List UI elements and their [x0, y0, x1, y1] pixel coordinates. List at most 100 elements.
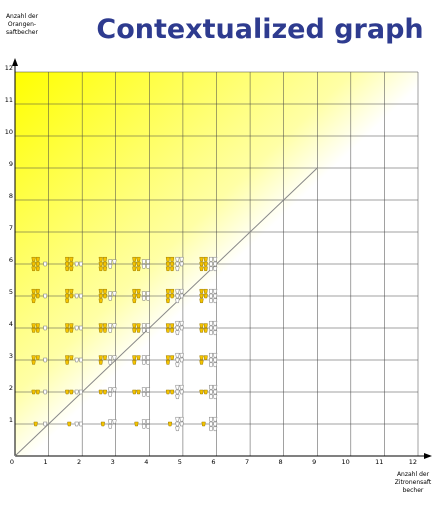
orange-cup	[170, 293, 175, 299]
lemon-cup	[175, 384, 180, 390]
y-tick-label: 7	[9, 224, 13, 232]
lemon-cup	[208, 256, 214, 262]
y-tick-label: 6	[9, 256, 13, 264]
lemon-cup	[108, 323, 113, 328]
lemon-cup	[108, 259, 113, 264]
lemon-cup	[175, 352, 180, 358]
orange-cup	[199, 256, 204, 262]
y-tick-label: 1	[9, 416, 13, 424]
lemon-cup	[141, 419, 146, 424]
point	[31, 323, 48, 333]
orange-cup	[165, 293, 171, 299]
lemon-cup	[145, 355, 151, 360]
lemon-cup	[213, 261, 218, 267]
x-tick-label: 2	[77, 458, 81, 466]
orange-cup	[165, 288, 171, 294]
lemon-cup	[141, 259, 146, 264]
orange-cup	[136, 293, 141, 299]
orange-cup	[165, 261, 171, 267]
orange-cup	[203, 293, 208, 299]
y-tick-label: 12	[5, 64, 13, 72]
lemon-cup	[74, 389, 79, 395]
orange-cup	[165, 355, 171, 360]
x-tick-label: 1	[43, 458, 47, 466]
point	[199, 256, 218, 272]
orange-cup	[102, 389, 108, 395]
orange-cup	[65, 266, 70, 272]
orange-cup	[98, 323, 103, 328]
lemon-cup	[175, 394, 180, 400]
lemon-cup	[208, 389, 214, 395]
lemon-cup	[179, 416, 184, 422]
lemon-cup	[213, 352, 218, 358]
orange-cup	[65, 355, 70, 360]
orange-cup	[132, 323, 137, 328]
orange-cup	[31, 328, 36, 333]
lemon-cup	[112, 419, 117, 424]
lemon-cup	[78, 389, 83, 395]
x-tick-label: 10	[342, 458, 350, 466]
orange-cup	[98, 298, 103, 304]
lemon-cup	[175, 330, 180, 336]
lemon-cup	[208, 293, 214, 299]
lemon-cup	[74, 421, 79, 427]
point	[98, 387, 117, 397]
y-tick-label: 5	[9, 288, 13, 296]
orange-cup	[136, 288, 141, 294]
orange-cup	[203, 261, 208, 267]
orange-cup	[170, 256, 175, 262]
lemon-cup	[74, 325, 79, 331]
orange-cup	[134, 421, 139, 427]
lemon-cup	[78, 421, 83, 427]
lemon-cup	[213, 266, 218, 272]
y-axis-label: saftbecher	[6, 29, 38, 36]
lemon-cup	[43, 261, 48, 267]
lemon-cup	[179, 320, 184, 326]
point	[199, 288, 218, 304]
orange-cup	[31, 293, 36, 299]
x-axis-arrow	[424, 453, 432, 459]
point	[134, 419, 151, 429]
orange-cup	[132, 293, 137, 299]
orange-cup	[33, 421, 38, 427]
orange-cup	[201, 421, 206, 427]
orange-cup	[35, 328, 40, 333]
orange-cup	[136, 266, 141, 272]
orange-cup	[132, 288, 137, 294]
lemon-cup	[145, 424, 151, 429]
lemon-cup	[208, 416, 214, 422]
lemon-cup	[213, 389, 218, 395]
orange-cup	[65, 323, 70, 328]
orange-cup	[136, 323, 141, 328]
point	[132, 288, 151, 304]
lemon-cup	[141, 392, 146, 397]
orange-cup	[132, 261, 137, 267]
lemon-cup	[208, 426, 214, 432]
point	[31, 256, 48, 272]
point	[65, 389, 83, 395]
point	[132, 256, 151, 272]
lemon-cup	[208, 384, 214, 390]
orange-cup	[132, 256, 137, 262]
lemon-cup	[213, 293, 218, 299]
orange-cup	[102, 323, 108, 328]
lemon-cup	[208, 320, 214, 326]
x-tick-label: 7	[245, 458, 249, 466]
orange-cup	[98, 328, 103, 333]
orange-cup	[102, 355, 108, 360]
orange-cup	[69, 389, 74, 395]
lemon-cup	[108, 392, 113, 397]
y-axis-label: Orangen-	[8, 21, 36, 28]
orange-cup	[65, 328, 70, 333]
orange-cup	[199, 360, 204, 365]
orange-cup	[170, 328, 175, 333]
lemon-cup	[208, 266, 214, 272]
lemon-cup	[78, 261, 83, 267]
point	[165, 320, 184, 336]
lemon-cup	[108, 387, 113, 392]
lemon-cup	[213, 298, 218, 304]
lemon-cup	[179, 357, 184, 363]
orange-cup	[35, 323, 40, 328]
orange-cup	[65, 261, 70, 267]
